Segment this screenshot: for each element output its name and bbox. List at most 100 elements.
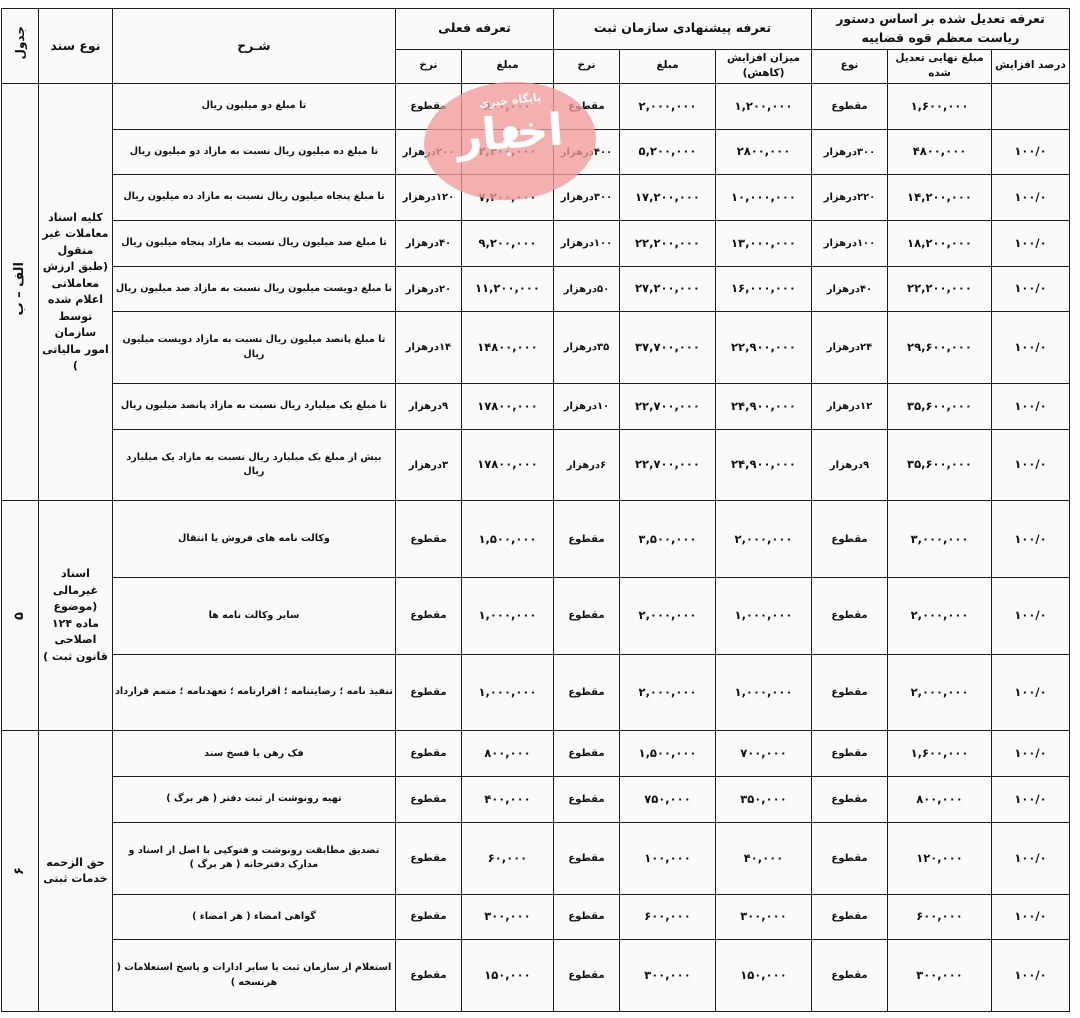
header-amount-current: مبلغ — [460, 48, 554, 84]
cell-percent-increase: ۱۰۰/۰ — [991, 939, 1070, 1012]
cell-amount-current: ۱۷۸۰۰,۰۰۰ — [460, 383, 554, 430]
cell-type-current: ۴۰درهزار — [394, 220, 462, 267]
cell-type-proposed: مقطوع — [552, 730, 620, 778]
cell-amount-proposed: ۲۷,۲۰۰,۰۰۰ — [618, 265, 716, 313]
cell-type-current: ۲۰۰درهزار — [394, 128, 462, 176]
header-rownum: جدول — [0, 8, 39, 84]
cell-type-adjusted: ۱۲درهزار — [810, 383, 889, 430]
cell-final-adjusted: ۳۰۰,۰۰۰ — [887, 939, 992, 1012]
header-type-adjusted: نوع — [810, 48, 889, 84]
cell-percent-increase: ۱۰۰/۰ — [991, 383, 1070, 430]
cell-type-current: مقطوع — [394, 939, 462, 1012]
cell-type-adjusted: ۴۰درهزار — [810, 265, 889, 313]
table-row: ۱۰۰/۰ ۱۲۰,۰۰۰ مقطوع ۴۰,۰۰۰ ۱۰۰,۰۰۰ مقطوع ۶۰,۰۰… — [1, 821, 1070, 895]
cell-increase-amount: ۱۰,۰۰۰,۰۰۰ — [714, 174, 812, 222]
cell-increase-amount: ۳۰۰,۰۰۰ — [714, 893, 812, 941]
cell-amount-proposed: ۱,۵۰۰,۰۰۰ — [618, 730, 716, 778]
table-row: ۱۰۰/۰ ۲,۰۰۰,۰۰۰ مقطوع ۱,۰۰۰,۰۰۰ ۲,۰۰۰,۰۰۰ مقط… — [1, 653, 1070, 732]
cell-type-current: مقطوع — [394, 653, 462, 732]
cell-doctype: کلیه اسناد معاملات غیر منقول (طبق ارزش م… — [37, 82, 113, 502]
table-row: ۱۰۰/۰ ۶۰۰,۰۰۰ مقطوع ۳۰۰,۰۰۰ ۶۰۰,۰۰۰ مقطوع ۳۰۰,… — [1, 893, 1070, 941]
table-row: ۱,۶۰۰,۰۰۰ مقطوع ۱,۲۰۰,۰۰۰ ۲,۰۰۰,۰۰۰ مقطوع ۸۰۰… — [0, 82, 1070, 502]
cell-amount-current: ۱۴۸۰۰,۰۰۰ — [460, 311, 554, 385]
cell-amount-proposed: ۳۰۰,۰۰۰ — [618, 939, 716, 1012]
section-number-label: ۶ — [12, 866, 28, 875]
cell-type-proposed: مقطوع — [552, 776, 620, 823]
cell-final-adjusted: ۱۴,۲۰۰,۰۰۰ — [887, 174, 992, 222]
cell-description: تا مبلغ پنجاه میلیون ریال نسبت به مازاد … — [111, 174, 396, 222]
cell-type-proposed: مقطوع — [552, 653, 620, 732]
header-group-row: تعرفه تعدیل شده بر اساس دستور ریاست معظم… — [0, 8, 1071, 84]
table-header: تعرفه تعدیل شده بر اساس دستور ریاست معظم… — [0, 8, 1071, 84]
cell-type-current: ۲۰درهزار — [394, 265, 462, 313]
cell-percent-increase: ۱۰۰/۰ — [991, 265, 1070, 313]
cell-increase-amount: ۲۲,۹۰۰,۰۰۰ — [714, 311, 812, 385]
cell-type-adjusted: مقطوع — [810, 821, 889, 895]
cell-amount-proposed: ۲۲,۷۰۰,۰۰۰ — [618, 428, 716, 502]
cell-final-adjusted: ۱,۶۰۰,۰۰۰ — [887, 730, 992, 778]
cell-description: تنفیذ نامه ؛ رضایتنامه ؛ اقرارنامه ؛ تعه… — [111, 653, 396, 732]
cell-percent-increase: ۱۰۰/۰ — [991, 577, 1070, 655]
cell-percent-increase: ۱۰۰/۰ — [991, 220, 1070, 267]
cell-percent-increase: ۱۰۰/۰ — [991, 730, 1070, 778]
table-row: ۱۰۰/۰ ۲۲,۲۰۰,۰۰۰ ۴۰درهزار ۱۶,۰۰۰,۰۰۰ ۲۷,۲۰۰,… — [1, 265, 1070, 313]
cell-amount-current: ۳۰۰,۰۰۰ — [460, 893, 554, 941]
cell-description: گواهی امضاء ( هر امضاء ) — [111, 893, 396, 941]
cell-type-current: مقطوع — [394, 500, 462, 579]
cell-amount-proposed: ۱۷,۲۰۰,۰۰۰ — [618, 174, 716, 222]
cell-type-current: مقطوع — [394, 893, 462, 941]
header-doctype: نوع سند — [37, 8, 113, 84]
cell-final-adjusted: ۶۰۰,۰۰۰ — [887, 893, 992, 941]
header-group-adjusted: تعرفه تعدیل شده بر اساس دستور ریاست معظم… — [810, 8, 1071, 50]
cell-percent-increase: ۱۰۰/۰ — [991, 174, 1070, 222]
cell-description: تا مبلغ دو میلیون ریال — [111, 83, 396, 130]
cell-description: فک رهن یا فسخ سند — [111, 730, 396, 778]
cell-percent-increase: ۱۰۰/۰ — [991, 128, 1070, 176]
cell-increase-amount: ۴۰,۰۰۰ — [714, 821, 812, 895]
cell-percent-increase: ۱۰۰/۰ — [991, 428, 1070, 502]
cell-amount-current: ۱۵۰,۰۰۰ — [460, 939, 554, 1012]
cell-amount-current: ۱,۰۰۰,۰۰۰ — [460, 577, 554, 655]
cell-amount-current: ۹,۲۰۰,۰۰۰ — [460, 220, 554, 267]
cell-doctype: اسناد غیرمالی (موضوع ماده ۱۲۴ اصلاحی قان… — [37, 500, 113, 732]
cell-amount-proposed: ۲,۰۰۰,۰۰۰ — [618, 83, 716, 130]
cell-amount-current: ۸۰۰,۰۰۰ — [460, 730, 554, 778]
tariff-table: تعرفه تعدیل شده بر اساس دستور ریاست معظم… — [0, 8, 1071, 1012]
cell-increase-amount: ۷۰۰,۰۰۰ — [714, 730, 812, 778]
cell-description: سایر وکالت نامه ها — [111, 577, 396, 655]
cell-increase-amount: ۲۴,۹۰۰,۰۰۰ — [714, 383, 812, 430]
cell-amount-current: ۲,۴۰۰,۰۰۰ — [460, 128, 554, 176]
cell-description: تا مبلغ پانصد میلیون ریال نسبت به مازاد … — [111, 311, 396, 385]
header-group-current: تعرفه فعلی — [394, 8, 554, 50]
cell-final-adjusted: ۳,۰۰۰,۰۰۰ — [887, 500, 992, 579]
cell-amount-proposed: ۲,۰۰۰,۰۰۰ — [618, 577, 716, 655]
cell-section-number: ۵ — [0, 500, 39, 732]
tariff-table-container: تعرفه تعدیل شده بر اساس دستور ریاست معظم… — [0, 8, 1071, 1012]
table-body: ۱,۶۰۰,۰۰۰ مقطوع ۱,۲۰۰,۰۰۰ ۲,۰۰۰,۰۰۰ مقطوع ۸۰۰… — [0, 82, 1070, 1012]
header-type-proposed: نرخ — [552, 48, 620, 84]
header-sub-row: درصد افزایش مبلغ نهایی تعدیل شده نوع میز… — [1, 48, 1070, 84]
cell-type-current: مقطوع — [394, 730, 462, 778]
cell-increase-amount: ۲۸۰۰,۰۰۰ — [714, 128, 812, 176]
cell-increase-amount: ۲,۰۰۰,۰۰۰ — [714, 500, 812, 579]
cell-type-proposed: ۶درهزار — [552, 428, 620, 502]
table-row: ۱۰۰/۰ ۳۵,۶۰۰,۰۰۰ ۱۲درهزار ۲۴,۹۰۰,۰۰۰ ۲۲,۷۰۰,… — [1, 383, 1070, 430]
table-row: ۱۰۰/۰ ۳,۰۰۰,۰۰۰ مقطوع ۲,۰۰۰,۰۰۰ ۳,۵۰۰,۰۰۰ مقط… — [0, 500, 1070, 732]
cell-type-proposed: مقطوع — [552, 577, 620, 655]
cell-amount-proposed: ۷۵۰,۰۰۰ — [618, 776, 716, 823]
header-final-adjusted: مبلغ نهایی تعدیل شده — [887, 48, 992, 84]
cell-percent-increase: ۱۰۰/۰ — [991, 311, 1070, 385]
table-row: ۱۰۰/۰ ۱۸,۲۰۰,۰۰۰ ۱۰۰درهزار ۱۳,۰۰۰,۰۰۰ ۲۲,۲۰۰… — [1, 220, 1070, 267]
table-row: ۱۰۰/۰ ۳۵,۶۰۰,۰۰۰ ۹درهزار ۲۴,۹۰۰,۰۰۰ ۲۲,۷۰۰,۰… — [1, 428, 1070, 502]
cell-amount-current: ۱,۰۰۰,۰۰۰ — [460, 653, 554, 732]
cell-final-adjusted: ۳۵,۶۰۰,۰۰۰ — [887, 383, 992, 430]
cell-percent-increase: ۱۰۰/۰ — [991, 653, 1070, 732]
cell-final-adjusted: ۲,۰۰۰,۰۰۰ — [887, 653, 992, 732]
cell-type-current: مقطوع — [394, 821, 462, 895]
cell-final-adjusted: ۲,۰۰۰,۰۰۰ — [887, 577, 992, 655]
cell-type-current: ۳درهزار — [394, 428, 462, 502]
cell-type-adjusted: ۲۲۰درهزار — [810, 174, 889, 222]
cell-type-adjusted: مقطوع — [810, 500, 889, 579]
cell-type-proposed: مقطوع — [552, 83, 620, 130]
cell-type-adjusted: مقطوع — [810, 776, 889, 823]
